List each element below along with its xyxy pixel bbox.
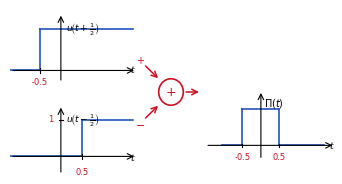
Text: $\Pi\left(t\right)$: $\Pi\left(t\right)$ xyxy=(264,97,284,110)
Text: 1: 1 xyxy=(48,115,53,124)
Text: -0.5: -0.5 xyxy=(32,78,48,87)
Text: $-$: $-$ xyxy=(135,119,145,129)
Text: $u\!\left(t+\frac{1}{2}\right)$: $u\!\left(t+\frac{1}{2}\right)$ xyxy=(66,22,100,38)
Text: $u\!\left(t-\frac{1}{2}\right)$: $u\!\left(t-\frac{1}{2}\right)$ xyxy=(66,113,100,129)
Text: $+$: $+$ xyxy=(136,55,145,66)
Text: t: t xyxy=(131,66,135,75)
Text: -0.5: -0.5 xyxy=(234,153,250,162)
Text: 0.5: 0.5 xyxy=(273,153,286,162)
Text: t: t xyxy=(329,141,333,151)
Text: $+$: $+$ xyxy=(166,86,176,98)
Text: 0.5: 0.5 xyxy=(75,168,89,177)
Text: t: t xyxy=(131,154,135,163)
